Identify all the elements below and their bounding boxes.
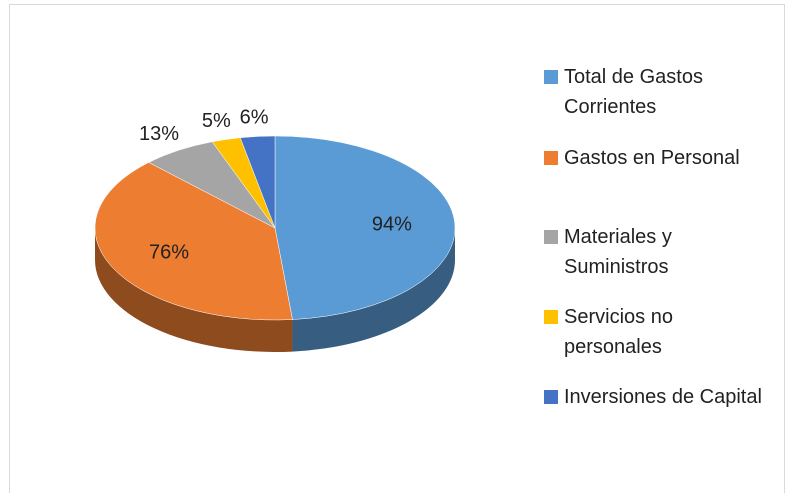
chart-frame: [9, 4, 785, 493]
legend-label: Materiales y Suministros: [564, 226, 672, 278]
legend-swatch: [544, 390, 558, 404]
legend-swatch: [544, 310, 558, 324]
legend-swatch: [544, 151, 558, 165]
legend-swatch: [544, 230, 558, 244]
slice: [94, 162, 293, 321]
slice: [239, 135, 276, 229]
data-label: 6%: [240, 106, 269, 128]
data-label: 76%: [149, 242, 189, 264]
data-label: 5%: [202, 110, 231, 132]
slice: [274, 135, 456, 320]
legend-swatch: [544, 70, 558, 84]
slice-side: [292, 228, 456, 352]
slice-side: [95, 228, 293, 352]
data-label: 13%: [139, 123, 179, 145]
legend-label: Gastos en Personal: [564, 147, 740, 169]
legend-label: Servicios no personales: [564, 306, 673, 358]
legend-label: Total de Gastos Corrientes: [564, 66, 703, 118]
data-label: 94%: [372, 213, 412, 235]
legend-label: Inversiones de Capital: [564, 386, 762, 408]
